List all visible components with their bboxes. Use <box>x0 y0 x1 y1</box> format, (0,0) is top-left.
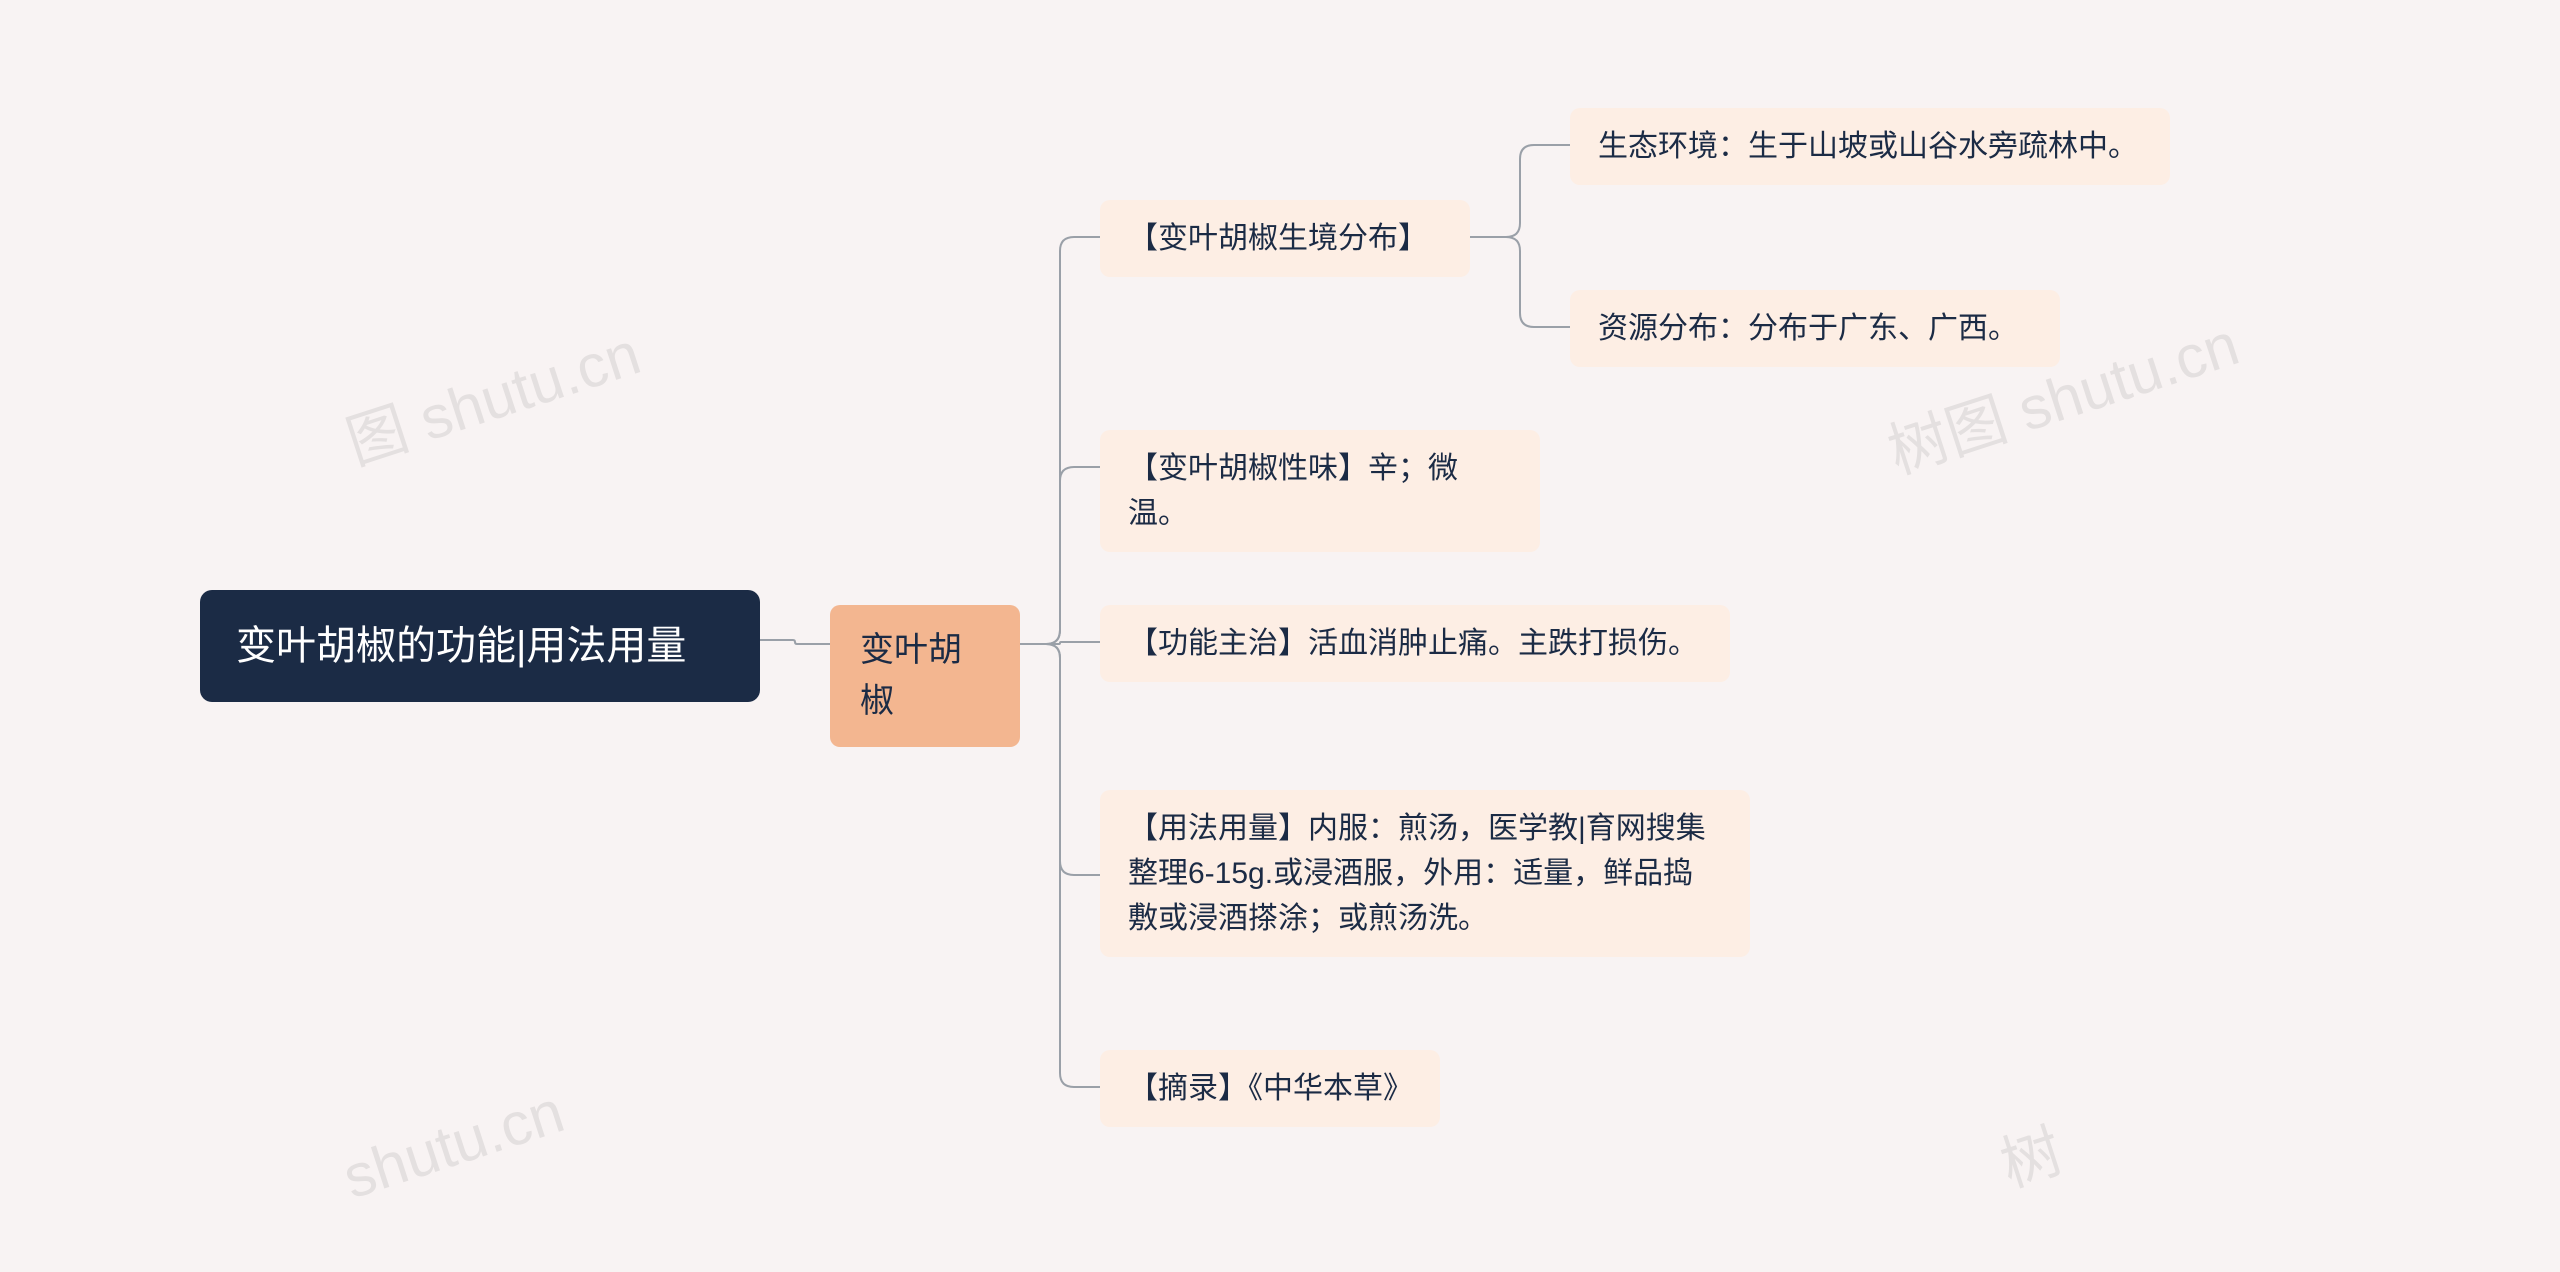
watermark: 图 shutu.cn <box>334 305 650 482</box>
taste-node: 【变叶胡椒性味】辛；微温。 <box>1100 430 1540 552</box>
connector <box>1020 642 1100 644</box>
usage-node: 【用法用量】内服：煎汤，医学教|育网搜集整理6-15g.或浸酒服，外用：适量，鲜… <box>1100 790 1750 957</box>
root-node: 变叶胡椒的功能|用法用量 <box>200 590 760 702</box>
connector <box>1020 644 1100 1087</box>
habitat-env-node: 生态环境：生于山坡或山谷水旁疏林中。 <box>1570 108 2170 185</box>
connector <box>760 640 830 644</box>
connector <box>1020 237 1100 644</box>
connector <box>1020 644 1100 875</box>
function-node: 【功能主治】活血消肿止痛。主跌打损伤。 <box>1100 605 1730 682</box>
connector <box>1470 237 1570 327</box>
level1-node: 变叶胡椒 <box>830 605 1020 747</box>
source-node: 【摘录】《中华本草》 <box>1100 1050 1440 1127</box>
connector <box>1020 467 1100 644</box>
habitat-node: 【变叶胡椒生境分布】 <box>1100 200 1470 277</box>
watermark: 树 <box>1988 1103 2072 1204</box>
habitat-dist-node: 资源分布：分布于广东、广西。 <box>1570 290 2060 367</box>
watermark: shutu.cn <box>335 1077 572 1213</box>
connector <box>1470 145 1570 237</box>
